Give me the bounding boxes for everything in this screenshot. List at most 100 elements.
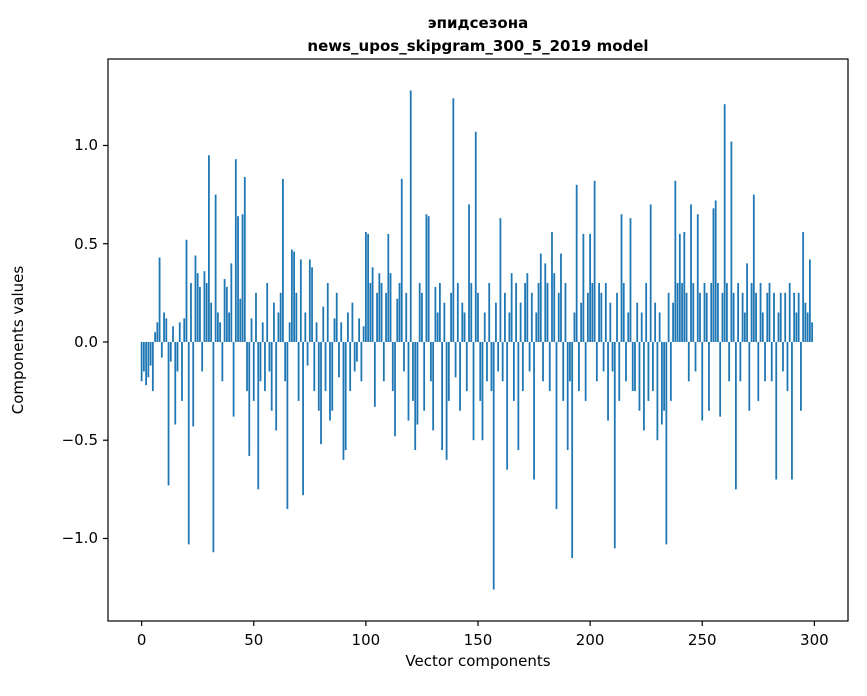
- bar-component-291: [793, 292, 796, 342]
- bar-component-260: [723, 104, 726, 342]
- bar-component-52: [257, 341, 260, 490]
- bar-component-18: [181, 341, 183, 401]
- bar-component-261: [726, 283, 728, 342]
- bar-component-167: [515, 283, 518, 342]
- bar-component-7: [156, 322, 159, 342]
- bar-component-80: [320, 341, 322, 445]
- bar-component-44: [239, 298, 242, 342]
- bar-component-204: [598, 283, 600, 342]
- bar-component-61: [277, 312, 280, 342]
- bar-component-152: [481, 341, 484, 441]
- bar-component-95: [353, 341, 356, 372]
- bar-component-86: [333, 318, 336, 342]
- bar-component-158: [495, 302, 497, 342]
- bar-component-35: [219, 322, 222, 342]
- bar-component-45: [241, 214, 244, 342]
- bar-component-21: [187, 341, 190, 545]
- bar-component-96: [356, 341, 358, 362]
- chart-title-line2: news_upos_skipgram_300_5_2019 model: [307, 36, 649, 55]
- bar-component-117: [403, 341, 405, 372]
- bar-component-82: [324, 341, 327, 392]
- bar-component-207: [604, 283, 607, 342]
- bar-component-146: [468, 204, 470, 342]
- bar-component-215: [622, 283, 625, 342]
- bar-component-0: [140, 341, 143, 382]
- bar-component-72: [302, 341, 304, 496]
- bar-component-140: [454, 341, 457, 378]
- bar-component-120: [409, 90, 412, 342]
- bar-component-237: [672, 302, 674, 342]
- bar-component-76: [311, 267, 313, 342]
- bar-component-286: [782, 341, 784, 372]
- y-tick-label-0.0: 0.0: [74, 332, 98, 351]
- bar-component-48: [248, 341, 251, 456]
- x-tick-label-0: 0: [136, 631, 147, 649]
- bar-component-79: [317, 341, 320, 411]
- bar-component-185: [555, 341, 558, 509]
- bar-component-233: [663, 341, 666, 411]
- bar-component-106: [378, 273, 381, 342]
- bar-component-33: [214, 194, 217, 342]
- bar-component-34: [216, 312, 219, 342]
- bar-component-213: [618, 341, 621, 401]
- bar-component-139: [452, 98, 455, 342]
- bar-component-30: [208, 155, 210, 342]
- bar-component-93: [349, 341, 352, 392]
- bar-component-123: [416, 341, 419, 425]
- x-tick-label-200: 200: [575, 631, 605, 649]
- bar-component-190: [566, 341, 569, 451]
- bar-component-103: [371, 267, 374, 342]
- bar-component-194: [575, 184, 578, 342]
- bar-component-226: [647, 341, 650, 401]
- bar-component-165: [510, 273, 513, 342]
- bar-component-127: [425, 214, 428, 342]
- x-axis-label: Vector components: [405, 652, 551, 670]
- bar-component-181: [546, 283, 549, 342]
- bar-component-277: [761, 312, 764, 342]
- bar-component-268: [741, 292, 744, 342]
- bar-component-119: [407, 341, 410, 421]
- bar-component-232: [660, 341, 663, 425]
- bar-component-156: [490, 341, 493, 392]
- bar-component-176: [535, 312, 538, 342]
- bar-component-247: [694, 341, 697, 372]
- bar-component-6: [154, 332, 156, 342]
- bar-component-178: [539, 253, 542, 342]
- bar-component-262: [728, 341, 731, 382]
- bar-component-24: [194, 255, 197, 342]
- bar-component-159: [497, 341, 500, 372]
- bar-component-145: [465, 341, 468, 392]
- x-tick-label-100: 100: [351, 631, 381, 649]
- bar-component-135: [443, 302, 446, 342]
- bar-component-209: [609, 302, 612, 342]
- bar-component-56: [266, 283, 269, 342]
- bar-component-217: [627, 312, 630, 342]
- bar-component-9: [160, 341, 163, 358]
- bar-component-265: [734, 341, 737, 490]
- bar-component-85: [331, 341, 334, 411]
- bar-component-279: [766, 292, 769, 342]
- bar-component-241: [681, 283, 683, 342]
- bar-component-267: [739, 341, 742, 382]
- bar-component-282: [773, 292, 775, 342]
- x-tick-label-300: 300: [800, 631, 829, 649]
- bar-component-188: [562, 341, 565, 401]
- bar-component-186: [557, 292, 560, 342]
- bar-component-231: [658, 312, 661, 342]
- bar-component-289: [788, 283, 791, 342]
- bar-component-89: [340, 322, 343, 342]
- bar-component-110: [387, 233, 390, 342]
- bar-component-168: [517, 341, 520, 451]
- bar-component-229: [654, 302, 657, 342]
- bar-component-70: [297, 341, 300, 401]
- bar-component-121: [412, 341, 414, 401]
- bar-component-216: [625, 341, 627, 382]
- bar-component-118: [405, 292, 408, 342]
- bar-component-63: [282, 178, 284, 342]
- bar-component-200: [589, 233, 592, 342]
- bar-component-164: [508, 312, 511, 342]
- bar-component-13: [169, 341, 172, 362]
- bar-component-224: [643, 341, 645, 431]
- bar-component-46: [243, 176, 246, 342]
- bar-component-94: [351, 302, 354, 342]
